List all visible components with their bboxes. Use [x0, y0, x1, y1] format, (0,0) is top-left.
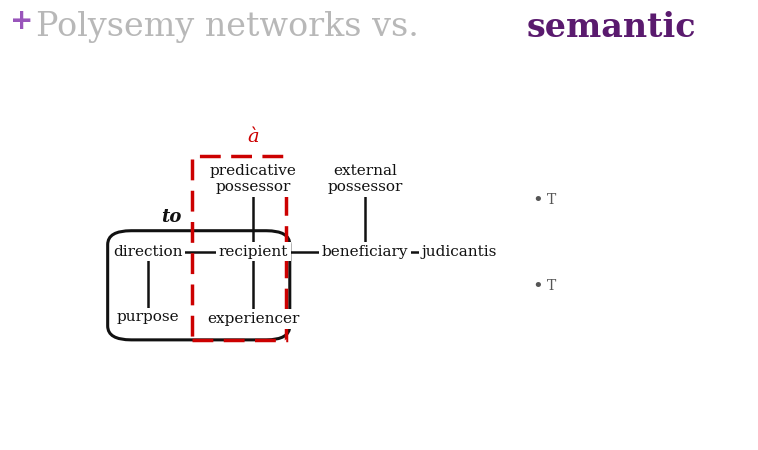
- Text: Polysemy networks vs.: Polysemy networks vs.: [36, 11, 430, 43]
- Text: +: +: [10, 7, 33, 35]
- Text: experiencer: experiencer: [207, 312, 299, 326]
- Text: purpose: purpose: [116, 310, 179, 324]
- Text: T: T: [547, 279, 556, 293]
- Text: •: •: [532, 277, 543, 295]
- Text: à: à: [248, 128, 259, 146]
- Text: recipient: recipient: [218, 244, 288, 258]
- Text: semantic: semantic: [527, 11, 697, 44]
- Text: beneficiary: beneficiary: [321, 244, 409, 258]
- Text: external
possessor: external possessor: [327, 164, 402, 194]
- Text: T: T: [547, 193, 556, 207]
- Text: direction: direction: [113, 244, 183, 258]
- Text: predicative
possessor: predicative possessor: [210, 164, 297, 194]
- Text: •: •: [532, 190, 543, 208]
- Text: judicantis: judicantis: [421, 244, 496, 258]
- Text: to: to: [161, 208, 181, 226]
